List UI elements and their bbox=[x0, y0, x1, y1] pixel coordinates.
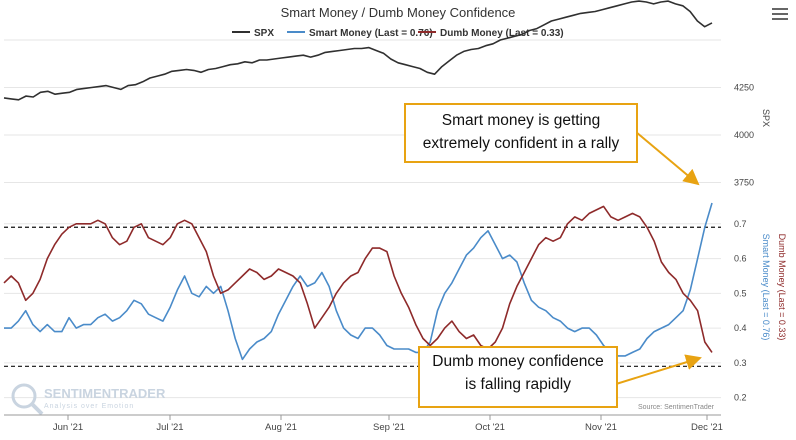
legend-entry-1: SPX bbox=[254, 28, 274, 39]
spx-tick-label: 4250 bbox=[734, 83, 754, 93]
spx-tick-label: 4000 bbox=[734, 130, 754, 140]
dumb-money-axis-label: Dumb Money (Last = 0.33) bbox=[777, 234, 787, 341]
smart-callout-arrow bbox=[635, 131, 700, 186]
spx-axis-label: SPX bbox=[761, 109, 771, 127]
dumb-money-callout: Dumb money confidence is falling rapidly bbox=[418, 346, 618, 408]
confidence-tick-label: 0.2 bbox=[734, 393, 747, 403]
series-line-1 bbox=[3, 0, 713, 101]
dumb-callout-line-2: is falling rapidly bbox=[465, 376, 571, 393]
confidence-tick-label: 0.7 bbox=[734, 219, 747, 229]
x-tick-label: Jul '21 bbox=[156, 422, 183, 433]
watermark-logo bbox=[11, 383, 37, 409]
x-tick-label: Aug '21 bbox=[265, 422, 297, 433]
x-tick-label: Nov '21 bbox=[585, 422, 617, 433]
smart-money-axis-label: Smart Money (Last = 0.76) bbox=[761, 234, 771, 341]
x-tick-label: Sep '21 bbox=[373, 422, 405, 433]
smart-callout-line-2: extremely confident in a rally bbox=[422, 135, 620, 152]
x-tick-label: Dec '21 bbox=[691, 422, 723, 433]
dumb-callout-line-1: Dumb money confidence bbox=[432, 353, 604, 370]
chart-menu-icon[interactable] bbox=[772, 8, 788, 22]
chart-title: Smart Money / Dumb Money Confidence bbox=[281, 5, 516, 20]
smart-money-callout: Smart money is getting extremely confide… bbox=[404, 103, 638, 163]
dumb-callout-arrow bbox=[615, 354, 702, 385]
watermark-name: SENTIMENTRADER bbox=[44, 386, 166, 401]
spx-tick-label: 3750 bbox=[734, 178, 754, 188]
confidence-tick-label: 0.6 bbox=[734, 254, 747, 264]
confidence-tick-label: 0.5 bbox=[734, 288, 747, 298]
x-tick-label: Oct '21 bbox=[475, 422, 505, 433]
series-line-2 bbox=[4, 202, 713, 361]
smart-callout-line-1: Smart money is getting bbox=[441, 112, 601, 129]
legend-entry-2: Smart Money (Last = 0.76) bbox=[309, 28, 433, 39]
watermark-logo-handle bbox=[30, 402, 44, 416]
confidence-tick-label: 0.3 bbox=[734, 358, 747, 368]
watermark-tagline: Analysis over Emotion bbox=[44, 403, 134, 410]
series-line-3 bbox=[3, 205, 713, 353]
confidence-tick-label: 0.4 bbox=[734, 323, 747, 333]
x-tick-label: Jun '21 bbox=[53, 422, 83, 433]
source-note: Source: SentimenTrader bbox=[638, 404, 715, 411]
legend-entry-3: Dumb Money (Last = 0.33) bbox=[440, 28, 564, 39]
